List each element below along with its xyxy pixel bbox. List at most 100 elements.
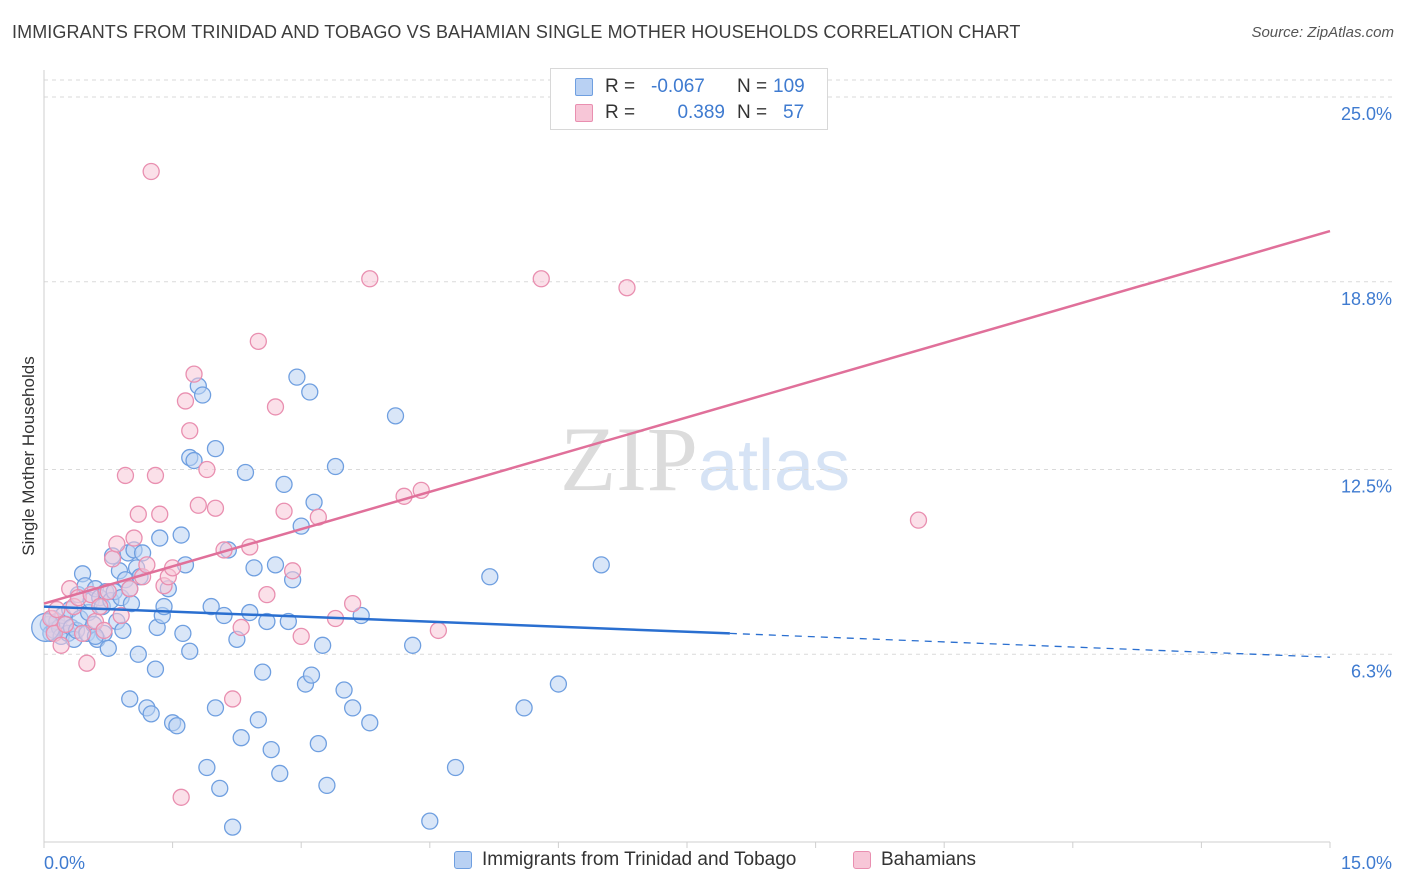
point-trinidad xyxy=(232,729,250,747)
legend-item-bahamians: Bahamians xyxy=(853,849,976,871)
point-trinidad xyxy=(174,624,192,643)
point-bahamians xyxy=(232,618,250,637)
point-trinidad xyxy=(386,407,405,425)
point-trinidad xyxy=(146,660,165,678)
point-bahamians xyxy=(48,600,66,619)
point-bahamians xyxy=(78,654,96,672)
point-trinidad xyxy=(223,818,242,836)
point-trinidad xyxy=(193,386,212,404)
point-trinidad xyxy=(361,714,379,732)
y-tick-label: 18.8% xyxy=(1341,289,1392,309)
point-bahamians xyxy=(142,162,160,181)
series-legend: Immigrants from Trinidad and Tobago Baha… xyxy=(0,849,1406,879)
point-trinidad xyxy=(549,675,568,693)
legend-swatch-blue xyxy=(454,851,472,869)
stats-row-trinidad: R = -0.067 N = 109 xyxy=(575,75,805,99)
point-trinidad xyxy=(142,705,160,723)
point-trinidad xyxy=(211,779,229,798)
point-bahamians xyxy=(91,597,109,616)
point-bahamians xyxy=(275,502,293,520)
r-value: 0.389 xyxy=(677,102,725,123)
point-bahamians xyxy=(618,279,636,297)
legend-swatch-blue xyxy=(575,78,593,96)
point-bahamians xyxy=(283,562,302,580)
point-trinidad xyxy=(262,740,280,759)
point-trinidad xyxy=(121,690,139,708)
point-bahamians xyxy=(266,398,285,416)
point-trinidad xyxy=(241,603,259,622)
source-label: Source: ZipAtlas.com xyxy=(1251,24,1394,41)
point-bahamians xyxy=(292,627,310,646)
n-value: 57 xyxy=(783,102,805,123)
trend-lines xyxy=(43,229,1331,658)
point-bahamians xyxy=(198,460,216,479)
point-trinidad xyxy=(271,764,289,783)
point-trinidad xyxy=(343,699,362,717)
point-trinidad xyxy=(236,463,255,482)
n-value: 109 xyxy=(773,76,805,97)
point-bahamians xyxy=(172,788,190,806)
point-bahamians xyxy=(185,365,203,383)
point-bahamians xyxy=(249,332,267,351)
point-trinidad xyxy=(446,758,465,777)
point-bahamians xyxy=(129,505,147,523)
point-bahamians xyxy=(223,690,242,708)
trend-line-trinidad xyxy=(43,605,730,635)
point-bahamians xyxy=(429,621,448,640)
point-bahamians xyxy=(151,505,169,523)
watermark-atlas: atlas xyxy=(698,426,850,506)
point-bahamians xyxy=(103,550,122,568)
point-trinidad xyxy=(215,606,233,625)
point-bahamians xyxy=(343,594,362,613)
r-value: -0.067 xyxy=(651,76,705,97)
tick-labels: 6.3% 12.5% 18.8% 25.0% 0.0% 15.0% xyxy=(44,104,1392,873)
x-tick-label-min: 0.0% xyxy=(44,853,85,873)
point-trinidad xyxy=(481,568,499,586)
point-bahamians xyxy=(146,466,165,485)
point-trinidad xyxy=(313,636,332,654)
point-bahamians xyxy=(125,529,143,547)
series-bahamians-points xyxy=(42,162,928,806)
point-trinidad xyxy=(129,645,147,663)
point-bahamians xyxy=(116,466,135,485)
n-label: N = xyxy=(737,102,768,123)
point-bahamians xyxy=(909,511,928,529)
x-tick-label-max: 15.0% xyxy=(1341,853,1392,873)
point-bahamians xyxy=(95,621,113,640)
point-bahamians xyxy=(52,636,70,654)
watermark: ZIPatlas xyxy=(560,408,850,510)
point-bahamians xyxy=(56,615,75,634)
point-bahamians xyxy=(189,496,207,514)
r-label: R = xyxy=(605,76,636,97)
point-trinidad xyxy=(181,642,199,660)
y-tick-label: 12.5% xyxy=(1341,477,1392,497)
point-trinidad xyxy=(301,383,319,401)
point-trinidad xyxy=(592,556,610,574)
point-trinidad xyxy=(168,717,186,735)
point-bahamians xyxy=(258,586,276,604)
axes xyxy=(43,70,1331,848)
trend-line-bahamians xyxy=(43,229,1331,605)
point-bahamians xyxy=(361,270,379,288)
stats-legend: R = -0.067 N = 109 R = 0.389 N = 57 xyxy=(550,68,828,130)
point-trinidad xyxy=(275,475,293,494)
point-trinidad xyxy=(253,663,272,681)
point-bahamians xyxy=(138,556,156,574)
point-trinidad xyxy=(249,711,267,729)
point-trinidad xyxy=(206,439,225,458)
point-trinidad xyxy=(206,699,225,717)
y-axis-label: Single Mother Households xyxy=(19,356,38,555)
n-label: N = xyxy=(737,76,768,97)
point-trinidad xyxy=(515,699,533,717)
legend-label-bahamians: Bahamians xyxy=(881,849,977,870)
point-trinidad xyxy=(326,457,345,476)
point-trinidad xyxy=(114,621,132,640)
point-trinidad xyxy=(151,529,169,547)
y-tick-label: 6.3% xyxy=(1351,661,1392,681)
point-trinidad xyxy=(172,526,190,544)
legend-label-trinidad: Immigrants from Trinidad and Tobago xyxy=(482,849,797,870)
point-trinidad xyxy=(309,735,327,753)
legend-swatch-pink xyxy=(575,104,593,122)
r-label: R = xyxy=(605,102,636,123)
